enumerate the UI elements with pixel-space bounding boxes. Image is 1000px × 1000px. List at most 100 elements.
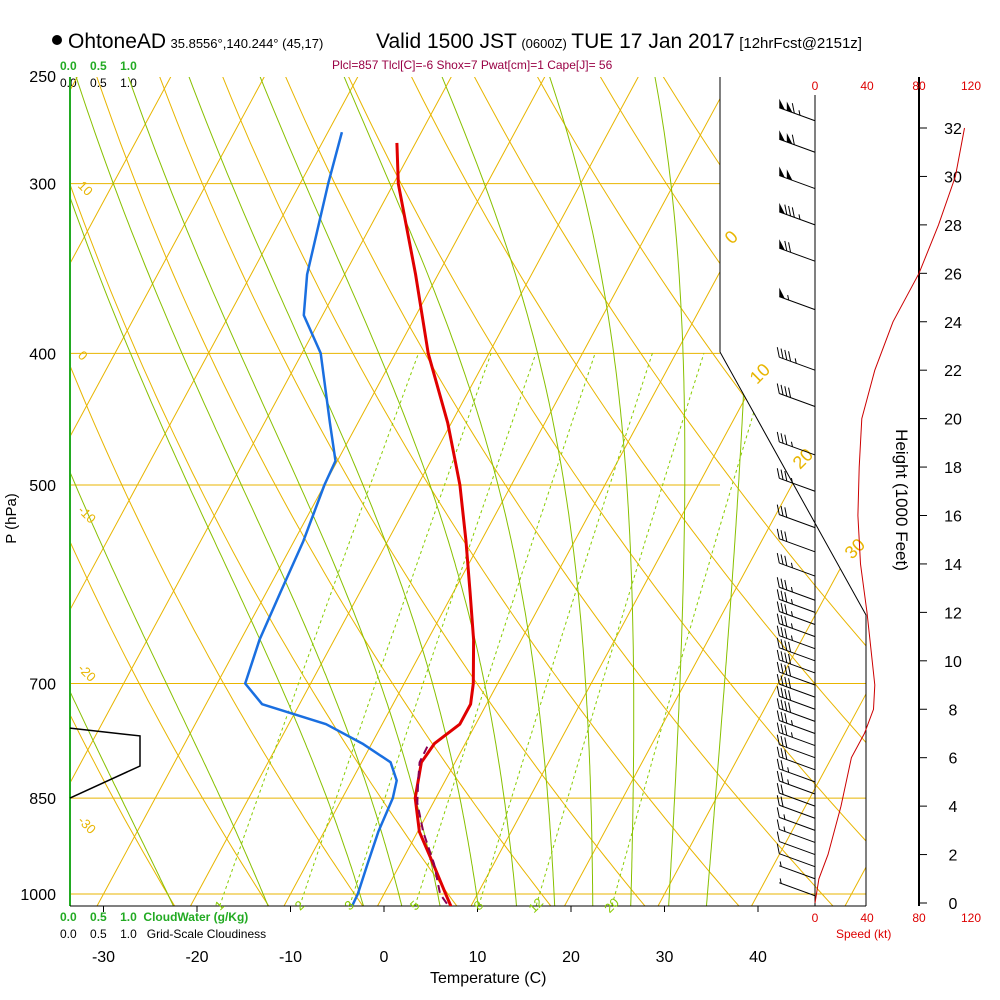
wind-barb-full (788, 653, 792, 665)
wind-barb-full (784, 386, 788, 397)
wind-barb-full (780, 578, 784, 589)
wind-barb-full (776, 528, 780, 539)
wind-barb-full (784, 555, 788, 566)
speed-tick-bottom: 40 (860, 911, 874, 925)
wind-barb-staff (779, 562, 816, 577)
wind-barb-full (776, 674, 780, 685)
isotherm-line (70, 77, 172, 906)
wind-barb-full (788, 702, 792, 713)
height-tick-label: 28 (944, 218, 962, 235)
wind-barb-staff (779, 841, 816, 856)
valid-date: TUE 17 Jan 2017 (571, 30, 735, 53)
mixing-ratio-line (213, 353, 419, 906)
height-tick-label: 16 (944, 509, 962, 526)
dry-adiabat-line (410, 77, 866, 906)
wind-barb-full (784, 640, 788, 651)
wind-barb (776, 504, 816, 529)
mixing-ratio-label: 2 (292, 897, 308, 913)
theta-e-label: 10 (746, 360, 774, 388)
wind-barb-full (776, 431, 780, 443)
dry-adiabat-line (284, 77, 849, 906)
moist-adiabat-line (75, 77, 407, 906)
mixing-ratio-line (606, 353, 773, 906)
wind-barb-full (776, 783, 780, 794)
wind-barb (779, 98, 816, 122)
wind-barb-staff (779, 598, 816, 613)
wind-barb-full (784, 652, 788, 663)
moist-adiabat-line (127, 77, 444, 906)
valid-time: Valid 1500 JST (0600Z) TUE 17 Jan 2017 [… (376, 30, 862, 54)
wind-barb-full (776, 625, 780, 636)
height-tick-label: 6 (949, 751, 958, 768)
wind-barb-full (791, 134, 795, 145)
x-tick-label: 20 (562, 949, 580, 966)
wind-barb-staff (779, 882, 816, 897)
forecast-label: [12hrFcst@2151z] (739, 35, 862, 52)
wind-barb-full (776, 710, 780, 721)
wind-barb-half (790, 599, 793, 605)
dry-adiabat-line (788, 77, 866, 906)
wind-barb-full (780, 784, 784, 795)
wind-barb-staff (779, 356, 816, 371)
cloud-scale-bottom-1: 0.5 (90, 910, 107, 924)
height-tick-label: 10 (944, 654, 962, 671)
speed-tick-bottom: 80 (912, 911, 926, 925)
wind-barb-full (780, 772, 784, 783)
isotherm-line (70, 77, 453, 906)
isotherm-label: 0 (75, 348, 91, 364)
dry-adiabat-line (70, 77, 281, 906)
wind-barb-half (787, 294, 790, 301)
cloud-scale-bottom-2: 1.0 (120, 910, 137, 924)
x-tick-label: -10 (279, 949, 302, 966)
wind-barb (779, 166, 816, 190)
x-tick-label: 10 (469, 949, 487, 966)
wind-barb (776, 625, 816, 650)
wind-barb-full (784, 737, 788, 748)
height-tick-label: 14 (944, 557, 962, 574)
x-tick-label: -20 (185, 949, 208, 966)
wind-barb-full (776, 819, 780, 830)
wind-barb (776, 649, 816, 674)
wind-barb-staff (779, 780, 816, 795)
wind-barb-full (776, 734, 780, 745)
height-tick-label: 12 (944, 605, 962, 622)
wind-barb-flag (786, 169, 793, 181)
wind-barb (776, 552, 816, 577)
wind-barb-full (776, 795, 780, 806)
wind-barb-full (784, 604, 788, 615)
surface-temperature-point (450, 910, 458, 918)
wind-barb-full (780, 748, 784, 759)
wind-speed-profile (814, 127, 965, 904)
moist-adiabat-line (548, 77, 635, 906)
wind-barb-full (776, 686, 780, 697)
isotherm-line (181, 77, 640, 906)
wind-barb-full (780, 699, 784, 710)
dry-adiabat-line (536, 77, 866, 906)
wind-barb (779, 287, 816, 311)
wind-barb-full (776, 758, 780, 770)
isotherm-line (555, 77, 866, 906)
wind-barb-staff (779, 695, 816, 710)
wind-barb-full (780, 711, 784, 722)
x-axis-title: Temperature (C) (430, 970, 547, 987)
mixing-ratio-line (293, 353, 492, 906)
cloudiness-label: Grid-Scale Cloudiness (146, 927, 267, 941)
cloudiness-scale-bottom-0: 0.0 (60, 927, 77, 941)
wind-barb-full (784, 531, 788, 542)
dry-adiabat-line (221, 77, 755, 906)
speed-tick-top: 120 (961, 79, 981, 93)
wind-barb-full (780, 554, 784, 565)
wind-barb-half (787, 767, 790, 773)
cloud-scale-bottom-0: 0.0 (60, 910, 77, 924)
wind-barb (776, 468, 816, 492)
height-tick-label: 26 (944, 266, 962, 283)
wind-barb-half (794, 358, 797, 364)
height-tick-label: 24 (944, 315, 962, 332)
wind-barb-full (776, 807, 780, 818)
wind-barb-full (780, 602, 784, 613)
dry-adiabat-line (915, 76, 1000, 923)
wind-barb (776, 661, 816, 686)
parcel-curve (416, 743, 456, 906)
wind-barb-staff (779, 804, 816, 819)
moist-adiabat-line (441, 77, 594, 906)
